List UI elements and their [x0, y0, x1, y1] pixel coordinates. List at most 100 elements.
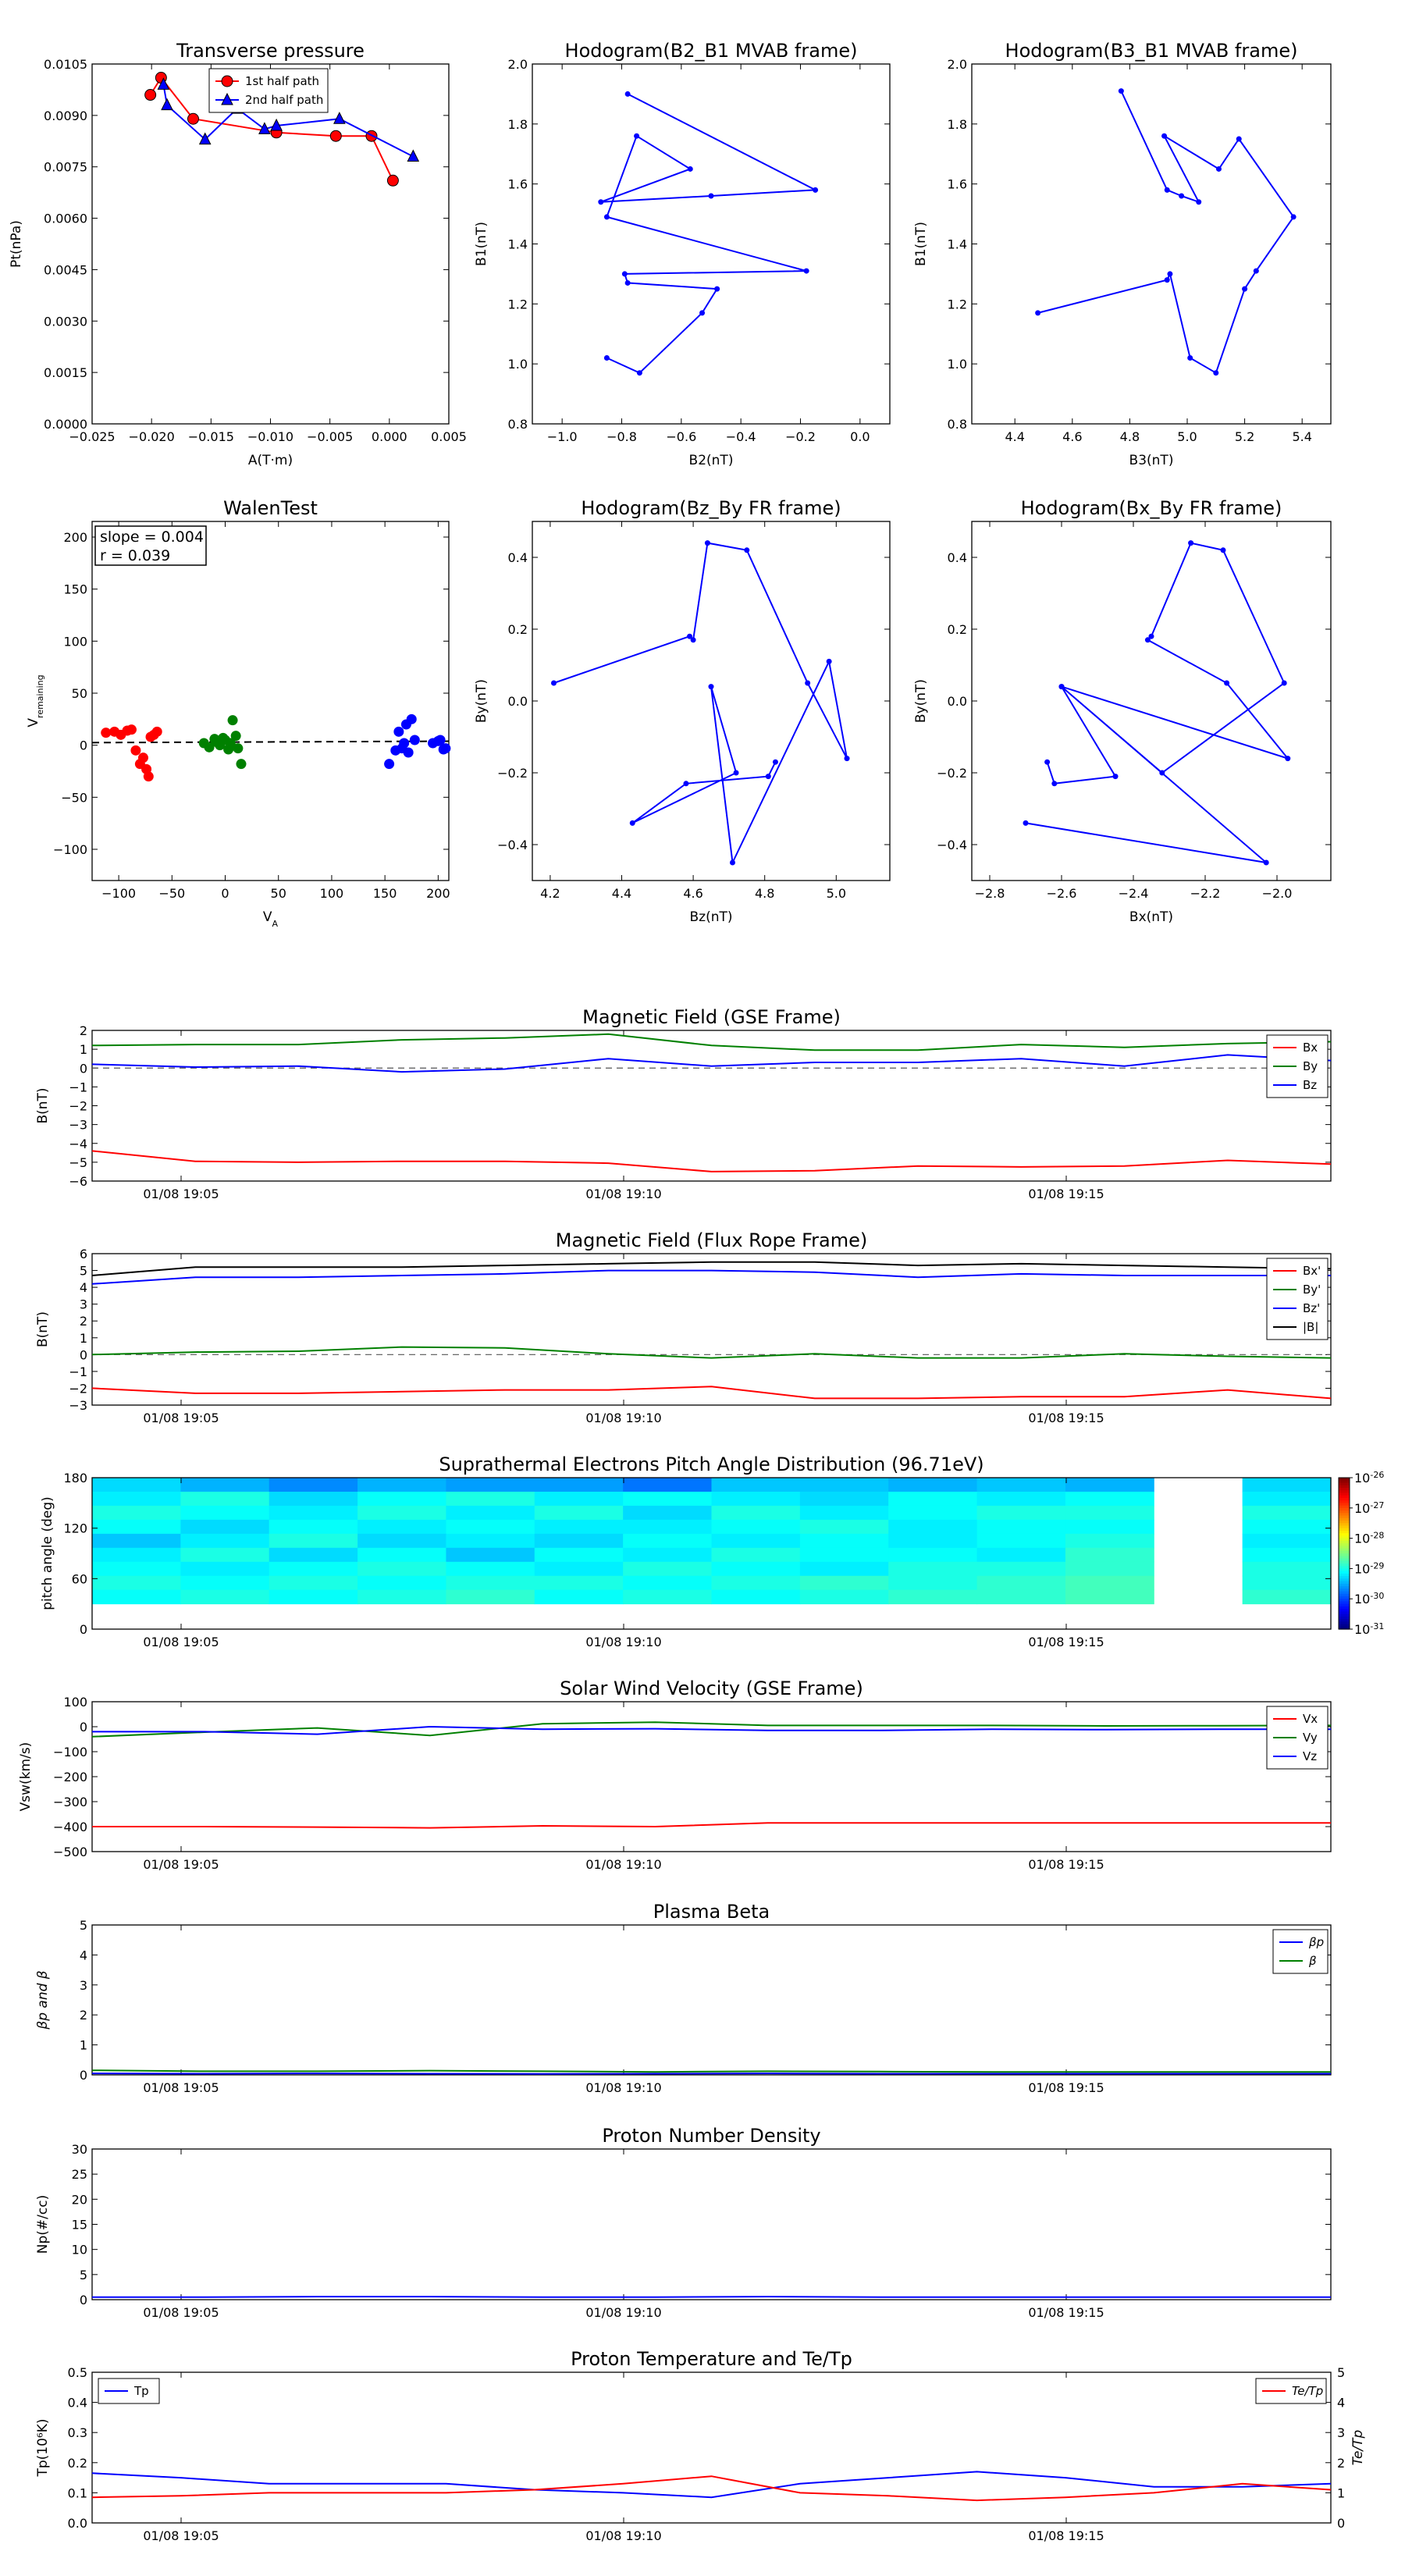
heatmap-cell — [180, 1547, 270, 1563]
series-line-Te/Tp — [91, 2475, 1332, 2502]
heatmap-cell — [888, 1547, 978, 1563]
chart-h31: Hodogram(B3_B1 MVAB frame) 4.4 4.6 4.8 5.0 5.… — [913, 40, 1332, 468]
data-point — [1253, 268, 1259, 274]
y-tick-label: −400 — [53, 1820, 87, 1834]
y-tick-label: 0.0000 — [44, 417, 87, 432]
legend-label: 1st half path — [245, 74, 319, 88]
x-tick-label: −100 — [101, 886, 136, 901]
colorbar-step — [1339, 1576, 1350, 1579]
y-tick-label: 1.0 — [948, 357, 967, 372]
chart-walen: WalenTest −100 −50 0 50 100 150 200 −100 −50 0 50 10… — [26, 497, 451, 929]
data-point — [687, 633, 693, 639]
y-tick-label: 1.8 — [948, 117, 967, 132]
heatmap-cell — [357, 1589, 446, 1605]
x-tick-label: −0.2 — [785, 429, 816, 444]
data-point — [805, 680, 811, 686]
colorbar-label: 10-31 — [1354, 1621, 1384, 1638]
colorbar-step — [1339, 1503, 1350, 1507]
colorbar-step — [1339, 1530, 1350, 1534]
heatmap-cell — [446, 1575, 535, 1591]
colorbar-label: 10-30 — [1354, 1591, 1384, 1607]
y-tick-label: −3 — [69, 1118, 87, 1133]
x-tick-label: 01/08 19:10 — [585, 1187, 661, 1201]
y-tick-label: 0.2 — [68, 2456, 87, 2471]
y-axis-label: By(nT) — [913, 679, 929, 723]
chart-hxy: Hodogram(Bx_By FR frame) −2.8 −2.6 −2.4 −2.2… — [913, 497, 1332, 925]
heatmap-cell — [92, 1533, 181, 1549]
x-tick-label: 01/08 19:10 — [585, 1411, 661, 1425]
scatter-point — [233, 743, 244, 754]
scatter-point — [230, 731, 241, 742]
y-tick-label: 5 — [80, 1918, 87, 1933]
colorbar-step — [1339, 1609, 1350, 1612]
scatter-point — [236, 759, 247, 770]
plot-frame — [91, 1030, 1332, 1182]
colorbar-step — [1339, 1586, 1350, 1589]
x-tick-label: 01/08 19:10 — [585, 2305, 661, 2320]
data-point — [803, 268, 809, 274]
y-tick-label: 0 — [80, 1061, 87, 1076]
heatmap-cell — [888, 1561, 978, 1577]
heatmap-cell — [888, 1575, 978, 1591]
colorbar-step — [1339, 1548, 1350, 1552]
y-tick-label: −2 — [69, 1099, 87, 1114]
x-tick-label: −2.2 — [1190, 886, 1221, 901]
colorbar-step — [1339, 1517, 1350, 1521]
chart-h21: Hodogram(B2_B1 MVAB frame) −1.0 −0.8 −0.6 −0… — [474, 40, 891, 468]
y-tick-label: 3 — [80, 1297, 87, 1312]
heatmap-cell — [1065, 1547, 1154, 1563]
y-tick-label: 0 — [80, 1622, 87, 1637]
colorbar-step — [1339, 1513, 1350, 1517]
heatmap-cell — [976, 1533, 1066, 1549]
series-line-Tp — [91, 2471, 1332, 2499]
y-tick-label: 0 — [80, 2068, 87, 2083]
heatmap-cell — [711, 1478, 801, 1493]
heatmap-cell — [1065, 1533, 1154, 1549]
y-tick-label: −1 — [69, 1080, 87, 1094]
heatmap-cell — [534, 1575, 624, 1591]
heatmap-cell — [1242, 1519, 1332, 1535]
heatmap-cell — [357, 1505, 446, 1521]
colorbar-step — [1339, 1556, 1350, 1560]
colorbar-step — [1339, 1593, 1350, 1597]
y-tick-label: 1.4 — [948, 237, 967, 252]
y-axis-label: By(nT) — [474, 679, 489, 723]
colorbar-step — [1339, 1507, 1350, 1511]
colorbar-step — [1339, 1589, 1350, 1592]
chart-title: Hodogram(Bx_By FR frame) — [1021, 497, 1282, 519]
y-tick-label: 2.0 — [508, 57, 528, 72]
data-point — [687, 165, 693, 172]
heatmap-cell — [357, 1519, 446, 1535]
data-point — [1213, 370, 1219, 376]
y-tick-label: 0.0 — [948, 694, 967, 709]
heatmap-cell — [888, 1519, 978, 1535]
data-point — [636, 370, 642, 376]
chart-title: Hodogram(Bz_By FR frame) — [581, 497, 841, 519]
heatmap-cell — [799, 1505, 889, 1521]
y-tick-label: 5 — [80, 2268, 87, 2282]
y-tick-label: 0.0 — [68, 2516, 87, 2531]
series-line-β — [91, 2069, 1331, 2073]
y-tick-label: 0.3 — [68, 2425, 87, 2440]
x-tick-label: −0.005 — [307, 429, 353, 444]
colorbar-step — [1339, 1495, 1350, 1499]
heatmap-cell — [269, 1589, 358, 1605]
y-tick-label: 1.4 — [508, 237, 528, 252]
y2-tick-label: 0 — [1337, 2516, 1345, 2531]
colorbar-step — [1339, 1601, 1350, 1605]
legend-label: Te/Tp — [1292, 2384, 1323, 2398]
colorbar-step — [1339, 1626, 1350, 1630]
colorbar-step — [1339, 1583, 1350, 1587]
heatmap-cell — [92, 1478, 181, 1493]
colorbar-step — [1339, 1621, 1350, 1625]
data-point — [198, 132, 212, 145]
y-tick-label: 0.0030 — [44, 314, 87, 329]
data-point — [714, 286, 720, 292]
data-point — [690, 637, 696, 643]
scatter-point — [409, 735, 420, 745]
data-point — [699, 310, 706, 316]
y-tick-label: −0.2 — [937, 766, 967, 781]
colorbar-step — [1339, 1599, 1350, 1603]
colorbar-step — [1339, 1493, 1350, 1496]
series-line-By — [91, 1033, 1332, 1051]
